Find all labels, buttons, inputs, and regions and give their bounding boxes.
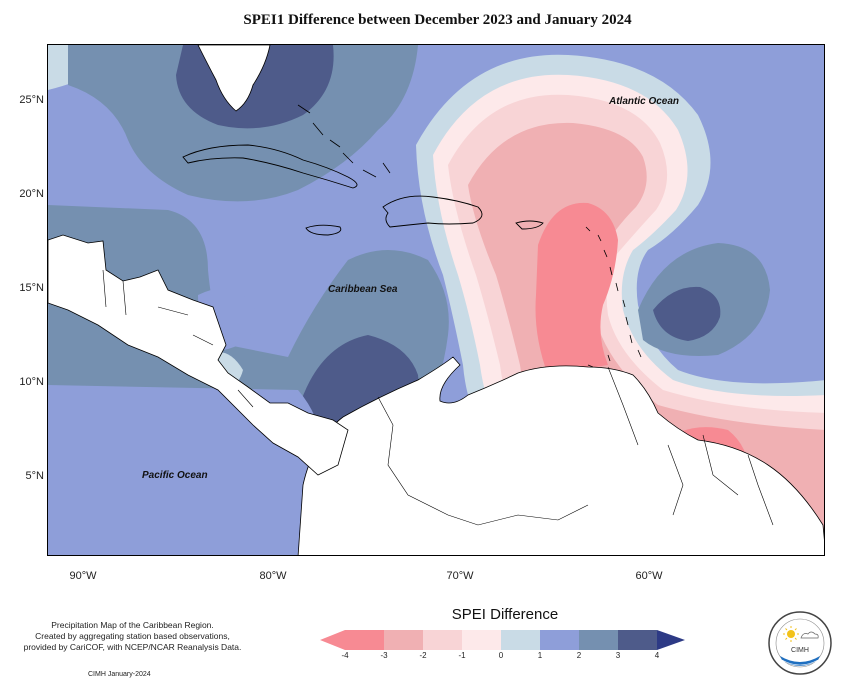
lon-label-70w: 70°W xyxy=(446,570,474,582)
legend-swatch-4 xyxy=(462,630,501,650)
sa-interior-borders xyxy=(377,366,639,526)
legend-arrow-high xyxy=(657,630,685,650)
label-pacific-ocean: Pacific Ocean xyxy=(142,470,208,481)
legend-tick--1: -1 xyxy=(458,651,466,660)
guianas-borders xyxy=(667,434,774,526)
lon-label-80w: 80°W xyxy=(259,570,287,582)
legend-arrow-low xyxy=(320,630,345,650)
cloud-icon xyxy=(800,631,819,639)
lat-label-15n: 15°N xyxy=(19,282,44,294)
credit-line-2: Created by aggregating station based obs… xyxy=(35,631,230,641)
credit-line-1: Precipitation Map of the Caribbean Regio… xyxy=(51,620,214,630)
lat-label-25n: 25°N xyxy=(19,94,44,106)
border-lines xyxy=(102,269,254,408)
hispaniola xyxy=(382,195,483,228)
legend-colorbar xyxy=(320,630,685,650)
central-america-land xyxy=(48,234,349,476)
credit-date: CIMH January-2024 xyxy=(88,671,151,678)
map-title: SPEI1 Difference between December 2023 a… xyxy=(243,12,632,28)
bahamas xyxy=(297,104,391,178)
legend-tick--4: -4 xyxy=(341,651,349,660)
contour-pacific-blue xyxy=(48,385,321,555)
cimh-logo: CIMH xyxy=(768,611,832,675)
label-caribbean-sea: Caribbean Sea xyxy=(328,284,398,295)
legend-tick-4: 4 xyxy=(654,651,660,660)
sun-icon xyxy=(783,626,799,642)
legend-tick--3: -3 xyxy=(380,651,388,660)
lesser-antilles xyxy=(585,226,642,368)
spei-map xyxy=(48,45,824,555)
legend-swatch-8 xyxy=(618,630,657,650)
legend-tick-1: 1 xyxy=(537,651,543,660)
label-atlantic-ocean: Atlantic Ocean xyxy=(609,96,680,107)
legend-title: SPEI Difference xyxy=(451,606,559,623)
legend-swatch-2 xyxy=(384,630,423,650)
credit-line-3: provided by CariCOF, with NCEP/NCAR Rean… xyxy=(23,642,242,652)
puerto-rico xyxy=(515,220,544,230)
legend-tick-0: 0 xyxy=(498,651,504,660)
water-icon xyxy=(780,656,820,666)
legend-swatch-6 xyxy=(540,630,579,650)
legend-swatch-7 xyxy=(579,630,618,650)
legend-swatch-3 xyxy=(423,630,462,650)
legend-tick--2: -2 xyxy=(419,651,427,660)
legend-swatch-1 xyxy=(345,630,384,650)
lat-label-20n: 20°N xyxy=(19,188,44,200)
lon-label-60w: 60°W xyxy=(635,570,663,582)
lon-label-90w: 90°W xyxy=(69,570,97,582)
jamaica xyxy=(305,224,342,236)
contour-east-strong-north xyxy=(535,202,618,375)
legend-tick-2: 2 xyxy=(576,651,582,660)
cuba xyxy=(182,144,358,189)
legend-swatch-5 xyxy=(501,630,540,650)
lat-label-5n: 5°N xyxy=(25,470,44,482)
lat-label-10n: 10°N xyxy=(19,376,44,388)
credit-text: Precipitation Map of the Caribbean Regio… xyxy=(10,620,255,653)
map-frame xyxy=(47,44,825,556)
logo-text: CIMH xyxy=(791,647,809,654)
contour-atlantic-dark xyxy=(653,286,721,341)
legend-tick-3: 3 xyxy=(615,651,621,660)
florida xyxy=(197,45,271,112)
